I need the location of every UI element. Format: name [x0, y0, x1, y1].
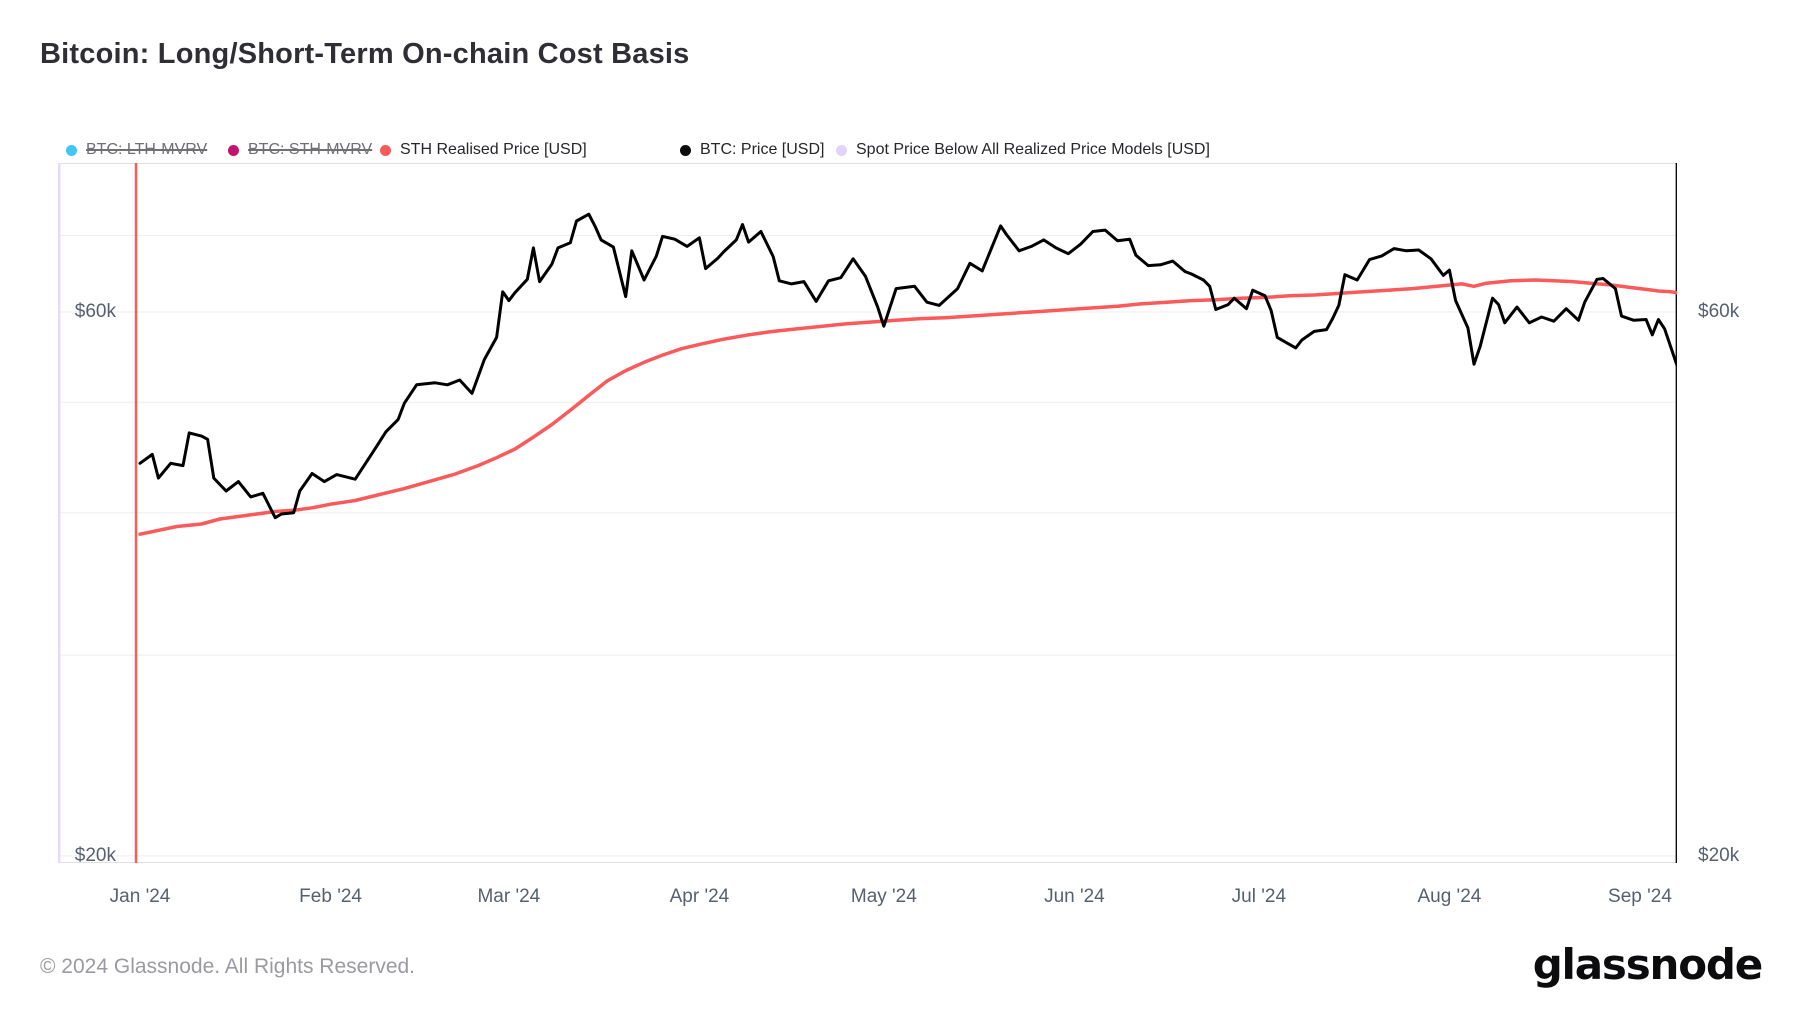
legend-item[interactable]: BTC: Price [USD]	[680, 141, 824, 159]
legend-series-dot-icon	[680, 144, 691, 156]
x-axis-label: Apr '24	[669, 886, 730, 907]
x-axis-label: Jan '24	[109, 886, 171, 907]
x-axis-label: Aug '24	[1417, 886, 1482, 907]
legend-item-label: BTC: LTH-MVRV	[86, 141, 208, 158]
chart-svg[interactable]	[58, 163, 1679, 870]
legend-series-dot-icon	[836, 144, 847, 156]
y-axis-label-right: $60k	[1698, 301, 1740, 322]
x-axis-label: Feb '24	[299, 886, 362, 907]
legend-series-dot-icon	[228, 144, 239, 156]
legend-item-label: BTC: STH-MVRV	[248, 141, 373, 158]
legend-series-dot-icon	[380, 144, 391, 156]
plot-area[interactable]	[58, 163, 1679, 870]
y-axis-label-left: $20k	[74, 844, 116, 866]
page-title: Bitcoin: Long/Short-Term On-chain Cost B…	[40, 38, 690, 70]
x-axis-label: May '24	[850, 886, 917, 907]
legend-item[interactable]: STH Realised Price [USD]	[380, 141, 587, 159]
x-axis-label: Jul '24	[1231, 886, 1287, 907]
series-btc-price-usd-	[138, 212, 1679, 520]
legend-item-label: Spot Price Below All Realized Price Mode…	[856, 141, 1210, 158]
y-axis-label-right: $20k	[1698, 844, 1740, 866]
y-axis-label-left: $60k	[74, 301, 116, 322]
legend-item[interactable]: Spot Price Below All Realized Price Mode…	[836, 141, 1210, 159]
legend: BTC: LTH-MVRV BTC: STH-MVRV STH Realised…	[0, 141, 1800, 165]
x-axis-label: Sep '24	[1608, 886, 1672, 907]
copyright-text: © 2024 Glassnode. All Rights Reserved.	[40, 955, 416, 978]
glassnode-logo: glassnode	[1532, 940, 1764, 989]
legend-item[interactable]: BTC: STH-MVRV	[228, 141, 372, 159]
legend-series-dot-icon	[66, 144, 77, 156]
series-sth-realised-price-usd-	[138, 278, 1679, 536]
x-axis-label: Jun '24	[1044, 886, 1105, 907]
legend-item-label: BTC: Price [USD]	[700, 141, 825, 158]
x-axis-label: Mar '24	[477, 886, 541, 907]
legend-item-label: STH Realised Price [USD]	[400, 141, 587, 158]
legend-item[interactable]: BTC: LTH-MVRV	[66, 141, 207, 159]
